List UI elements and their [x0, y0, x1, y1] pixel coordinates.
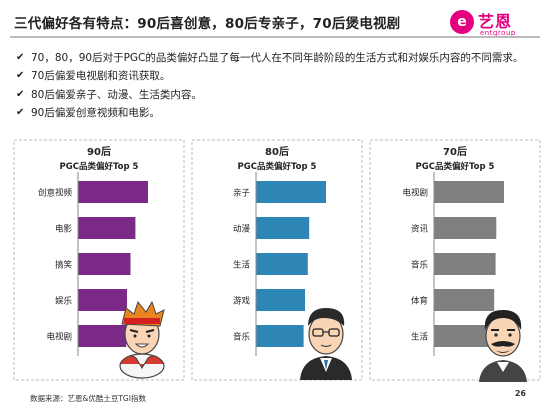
- chart-panel-70: [369, 139, 541, 381]
- chart-panel-90: [13, 139, 185, 381]
- bar: [78, 181, 148, 203]
- bar: [434, 181, 504, 203]
- category-label: 电视剧: [402, 188, 428, 199]
- logo-name: 艺恩: [478, 12, 513, 31]
- bullet-text: 70，80，90后对于PGC的品类偏好凸显了每一代人在不同年龄阶段的生活方式和对…: [31, 51, 524, 64]
- category-label: 动漫: [233, 224, 251, 235]
- category-label: 创意视频: [38, 188, 73, 199]
- chart-panel-80: [191, 139, 363, 381]
- category-label: 资讯: [411, 224, 429, 235]
- category-label: 音乐: [411, 260, 429, 271]
- bar: [78, 325, 127, 347]
- bullet-item: ✔ 70，80，90后对于PGC的品类偏好凸显了每一代人在不同年龄阶段的生活方式和…: [16, 48, 523, 67]
- bar: [434, 289, 495, 311]
- data-source: 数据来源：艺恩&优酷土豆TGI指数: [30, 394, 146, 403]
- category-label: 生活: [411, 332, 429, 343]
- bar: [256, 325, 304, 347]
- chart-title: 70后: [443, 145, 467, 158]
- chart-subtitle: PGC品类偏好Top 5: [238, 161, 317, 172]
- chart-subtitle: PGC品类偏好Top 5: [416, 161, 495, 172]
- bar: [78, 217, 136, 239]
- category-label: 生活: [233, 260, 251, 271]
- avatar-80s-icon: [300, 308, 352, 380]
- category-label: 搞笑: [55, 260, 73, 271]
- check-icon: ✔: [16, 70, 25, 82]
- chart-title: 80后: [265, 145, 289, 158]
- page-number: 26: [514, 389, 526, 398]
- bullet-text: 90后偏爱创意视频和电影。: [31, 107, 160, 120]
- bar: [256, 217, 310, 239]
- chart-subtitle: PGC品类偏好Top 5: [60, 161, 139, 172]
- bullet-item: ✔ 90后偏爱创意视频和电影。: [16, 104, 523, 123]
- page-title: 三代偏好各有特点：90后喜创意，80后专亲子，70后煲电视剧: [14, 16, 401, 32]
- bar: [256, 289, 305, 311]
- chart-title: 90后: [87, 145, 111, 158]
- category-label: 亲子: [233, 188, 251, 199]
- bar: [78, 289, 127, 311]
- bullet-text: 80后偏爱亲子、动漫、生活类内容。: [31, 88, 202, 101]
- check-icon: ✔: [16, 51, 25, 63]
- logo-mark-icon: e: [450, 10, 474, 34]
- category-label: 体育: [411, 296, 428, 307]
- category-label: 音乐: [233, 332, 251, 343]
- bullet-item: ✔ 80后偏爱亲子、动漫、生活类内容。: [16, 85, 523, 104]
- category-label: 电视剧: [46, 332, 72, 343]
- avatar-90s-icon: [119, 300, 165, 379]
- bullet-text: 70后偏爱电视剧和资讯获取。: [31, 70, 171, 83]
- bullet-item: ✔ 70后偏爱电视剧和资讯获取。: [16, 67, 523, 86]
- bar: [434, 217, 497, 239]
- bullet-list: ✔ 70，80，90后对于PGC的品类偏好凸显了每一代人在不同年龄阶段的生活方式和…: [16, 48, 523, 122]
- category-label: 电影: [55, 224, 73, 235]
- bar: [434, 253, 496, 275]
- bar: [434, 325, 493, 347]
- title-divider: [10, 36, 540, 38]
- bar: [78, 253, 131, 275]
- bar: [256, 253, 308, 275]
- logo-subtitle: entgroup: [480, 29, 516, 37]
- avatar-70s-icon: [479, 310, 527, 382]
- check-icon: ✔: [16, 88, 25, 100]
- category-label: 游戏: [233, 296, 251, 307]
- brand-logo: e 艺恩 entgroup: [450, 8, 536, 40]
- category-label: 娱乐: [55, 296, 73, 307]
- bar: [256, 181, 326, 203]
- check-icon: ✔: [16, 107, 25, 119]
